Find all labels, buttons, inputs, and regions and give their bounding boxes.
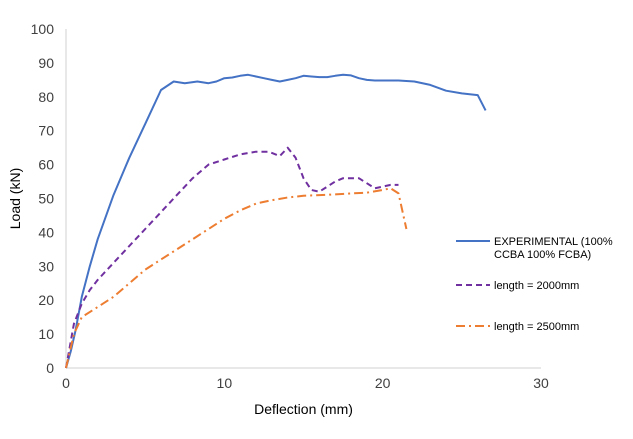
x-tick-label: 20 (375, 375, 391, 391)
y-tick-label: 90 (38, 55, 54, 71)
y-tick-label: 0 (46, 360, 54, 376)
y-tick-label: 20 (38, 292, 54, 308)
legend-label: length = 2500mm (494, 321, 579, 333)
y-tick-label: 80 (38, 89, 54, 105)
legend-label: EXPERIMENTAL (100% (494, 236, 613, 248)
x-tick-label: 0 (62, 375, 70, 391)
series-line-0 (65, 73, 487, 369)
legend-label: CCBA 100% FCBA) (494, 249, 591, 261)
legend: EXPERIMENTAL (100%CCBA 100% FCBA) length … (456, 236, 613, 333)
x-axis-title: Deflection (mm) (254, 401, 353, 417)
series-group (65, 73, 487, 369)
y-tick-label: 60 (38, 157, 54, 173)
y-tick-label: 50 (38, 191, 54, 207)
y-axis-title: Load (kN) (7, 168, 23, 229)
y-tick-label: 100 (31, 21, 55, 37)
axes: 0 10 20 30 40 50 60 70 80 90 100 0 10 20 30 Deflection … (7, 21, 549, 417)
y-tick-label: 10 (38, 326, 54, 342)
x-tick-label: 10 (217, 375, 233, 391)
legend-label: length = 2000mm (494, 280, 579, 292)
series-line-1 (65, 146, 399, 369)
y-tick-label: 40 (38, 224, 54, 240)
series-line-2 (65, 187, 408, 369)
y-tick-label: 30 (38, 258, 54, 274)
y-tick-label: 70 (38, 123, 54, 139)
x-tick-label: 30 (533, 375, 549, 391)
